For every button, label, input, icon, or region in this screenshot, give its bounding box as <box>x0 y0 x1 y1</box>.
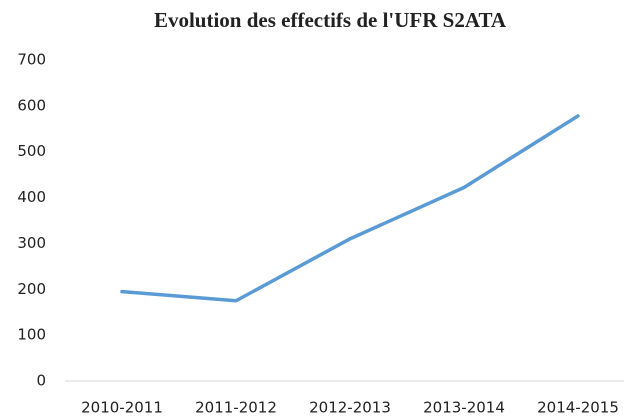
data-line <box>120 114 580 303</box>
y-tick-label: 400 <box>17 188 46 206</box>
x-tick-label: 2014-2015 <box>537 399 619 417</box>
y-tick-label: 300 <box>17 234 46 252</box>
x-tick-label: 2011-2012 <box>195 399 277 417</box>
y-tick-label: 100 <box>17 326 46 344</box>
y-tick-label: 200 <box>17 280 46 298</box>
y-tick-label: 700 <box>17 51 46 69</box>
x-tick-label: 2013-2014 <box>423 399 505 417</box>
y-tick-label: 500 <box>17 142 46 160</box>
chart-title: Evolution des effectifs de l'UFR S2ATA <box>154 8 507 32</box>
x-tick-label: 2010-2011 <box>81 399 163 417</box>
x-tick-label: 2012-2013 <box>309 399 391 417</box>
y-tick-label: 0 <box>36 372 46 390</box>
y-tick-label: 600 <box>17 96 46 114</box>
